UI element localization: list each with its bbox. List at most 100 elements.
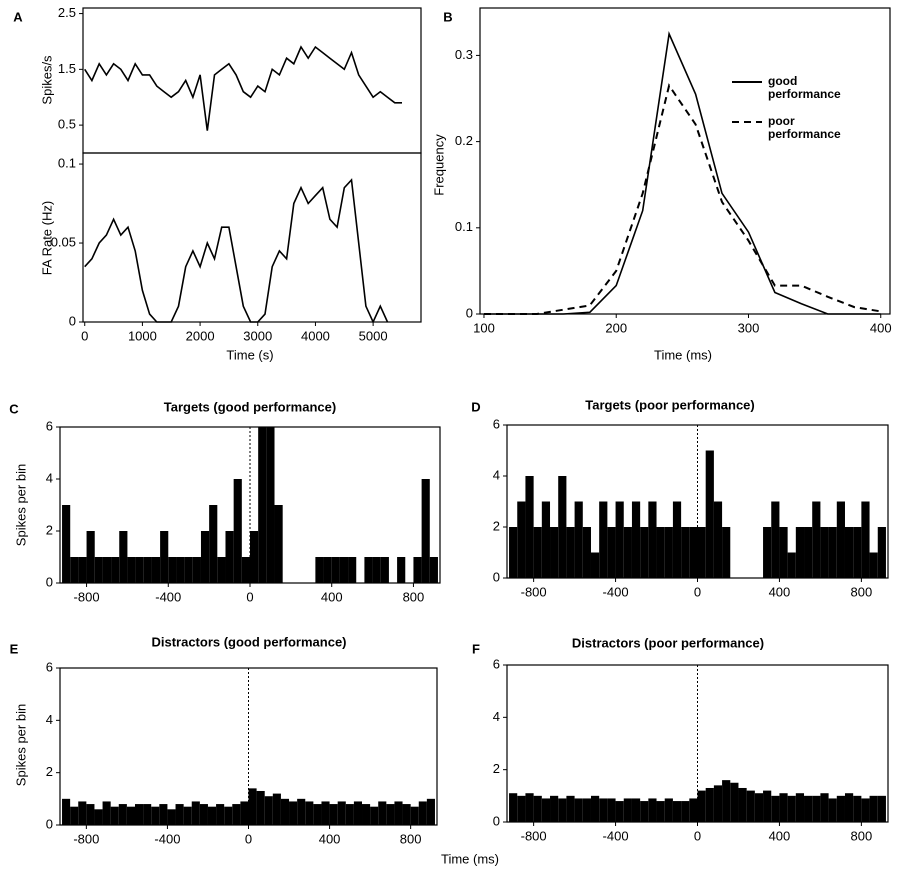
bar [305, 801, 314, 825]
bar [820, 793, 829, 822]
x-tick-label: 800 [403, 589, 425, 604]
y-tick-label: 4 [493, 467, 500, 482]
x-tick-label: -400 [603, 584, 629, 599]
bar [828, 527, 837, 578]
x-tick-label: 200 [605, 320, 627, 335]
bar [533, 795, 542, 822]
bar [738, 787, 747, 822]
plot-frame [82, 7, 422, 154]
bar [517, 501, 526, 578]
chart-title: Distractors (poor performance) [572, 635, 764, 650]
x-tick-label: -400 [603, 828, 629, 843]
bar [353, 801, 363, 825]
plot-frame [479, 7, 891, 315]
bar [297, 798, 306, 825]
bar [558, 476, 567, 578]
bar [378, 801, 387, 825]
bar [574, 798, 583, 822]
bar [321, 801, 330, 825]
bar [820, 527, 829, 578]
bar [681, 801, 690, 822]
y-axis-label: Frequency [431, 134, 446, 196]
bar [607, 527, 616, 578]
panel-letter: F [472, 641, 480, 656]
panel-letter: C [9, 401, 19, 416]
bar [804, 527, 813, 578]
x-tick-label: 400 [870, 320, 892, 335]
y-tick-label: 1.5 [58, 61, 76, 76]
chart-title: Distractors (good performance) [151, 634, 346, 649]
bar [787, 795, 796, 822]
bar [705, 450, 714, 578]
y-tick-label: 6 [493, 656, 500, 671]
x-tick-label: 5000 [359, 328, 388, 343]
bar [771, 795, 780, 822]
bar [86, 531, 95, 583]
bar [70, 806, 79, 825]
y-tick-label: 0.2 [455, 133, 473, 148]
data-line [84, 45, 402, 131]
x-tick-label: -400 [154, 831, 180, 846]
bar [280, 798, 290, 825]
bar [517, 795, 526, 822]
bar [94, 809, 103, 825]
bar [763, 527, 772, 578]
x-tick-label: 0 [694, 584, 701, 599]
bar [615, 801, 624, 822]
x-tick-label: 400 [769, 828, 791, 843]
x-tick-label: -800 [73, 831, 99, 846]
bar [869, 552, 878, 578]
x-tick-label: 800 [400, 831, 422, 846]
y-tick-label: 2 [46, 764, 53, 779]
bar [746, 790, 755, 822]
bar [207, 806, 217, 825]
y-tick-label: 2.5 [58, 5, 76, 20]
bar [787, 552, 796, 578]
y-tick-label: 0.05 [51, 234, 76, 249]
x-axis-label: Time (ms) [441, 851, 499, 866]
bar [844, 793, 854, 822]
bar [362, 804, 371, 825]
x-tick-label: 0 [246, 589, 253, 604]
y-tick-label: 4 [46, 470, 53, 485]
bar [143, 804, 152, 825]
bar [127, 557, 136, 583]
plot-frame [82, 152, 422, 323]
bar [110, 806, 119, 825]
bar [70, 557, 79, 583]
bar [135, 557, 144, 583]
bar [640, 801, 649, 822]
bar [853, 527, 862, 578]
bar [337, 801, 346, 825]
legend-label: good performance [768, 74, 841, 101]
bar [689, 798, 698, 822]
bar [730, 782, 739, 822]
bar [339, 557, 349, 583]
x-tick-label: 3000 [243, 328, 272, 343]
bar [217, 557, 226, 583]
x-axis-label: Time (ms) [654, 347, 712, 362]
bar [836, 795, 845, 822]
bar [672, 501, 682, 578]
y-tick-label: 0 [69, 313, 76, 328]
bar [224, 806, 233, 825]
y-tick-label: 0 [466, 305, 473, 320]
bar [877, 795, 886, 822]
x-tick-label: 4000 [301, 328, 330, 343]
x-tick-label: 800 [851, 828, 873, 843]
bar [370, 806, 379, 825]
bar [533, 527, 542, 578]
bar [664, 527, 673, 578]
bar [200, 531, 210, 583]
x-tick-label: 400 [319, 831, 341, 846]
bar [62, 505, 71, 583]
bar [315, 557, 324, 583]
x-tick-label: -800 [521, 584, 547, 599]
bar [877, 527, 886, 578]
bar [119, 531, 128, 583]
data-line [84, 178, 389, 324]
bar [509, 527, 518, 578]
bar [623, 527, 632, 578]
bar [248, 788, 257, 825]
bar [111, 557, 120, 583]
